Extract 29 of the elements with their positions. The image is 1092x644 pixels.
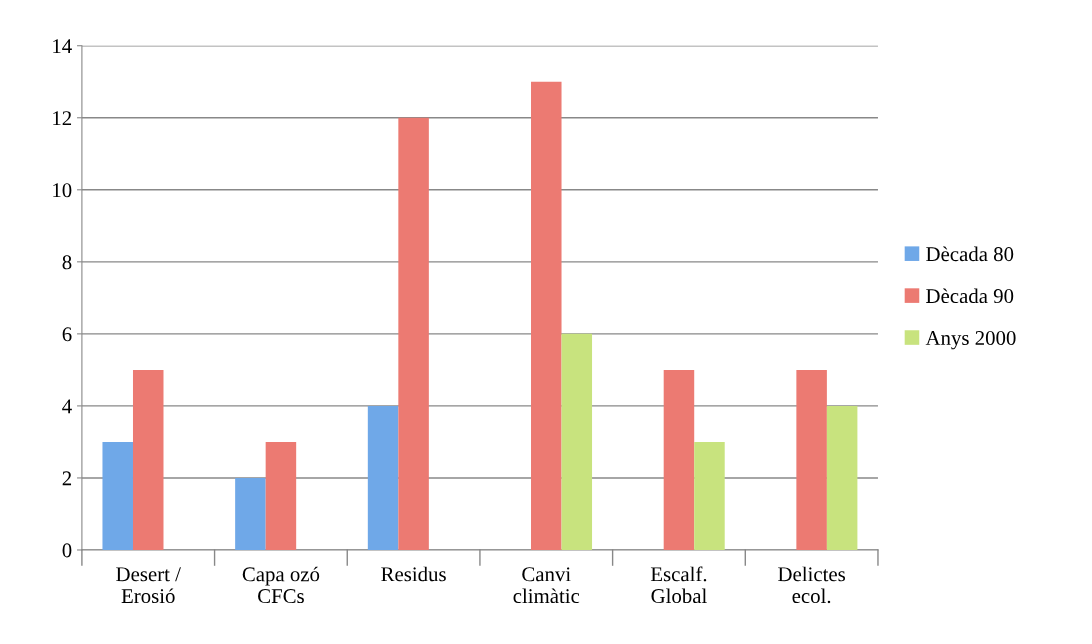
bar	[796, 369, 827, 550]
y-tick-label: 14	[53, 39, 72, 53]
bar	[663, 369, 695, 550]
bar	[102, 441, 133, 550]
x-tick-label: Capa ozó CFCs	[242, 566, 320, 604]
x-tick-label: Delictes ecol.	[778, 566, 845, 604]
bar	[826, 405, 858, 550]
y-tick-label: 8	[62, 255, 72, 270]
bar	[235, 477, 266, 550]
y-tick-label: 6	[62, 327, 72, 342]
x-tick-label: Desert / Erosió	[116, 567, 181, 604]
y-tick-label: 10	[53, 183, 72, 198]
y-tick-label: 4	[62, 399, 72, 414]
x-tick-label: Canvi climàtic	[513, 567, 580, 604]
bar	[132, 369, 164, 550]
legend-label: Dècada 80	[926, 246, 1014, 262]
bar	[561, 333, 593, 550]
y-tick-label: 0	[62, 543, 72, 558]
x-tick-label: Residus	[381, 566, 446, 582]
bar	[694, 441, 725, 550]
y-tick-label: 12	[53, 111, 72, 125]
x-tick-label: Escalf. Global	[650, 566, 707, 604]
legend-label: Dècada 90	[926, 288, 1014, 304]
y-tick-label: 2	[62, 471, 72, 486]
bar	[531, 81, 562, 550]
legend-label: Anys 2000	[925, 330, 1016, 350]
bar	[367, 405, 399, 550]
bar	[265, 441, 297, 550]
bar	[398, 117, 429, 550]
